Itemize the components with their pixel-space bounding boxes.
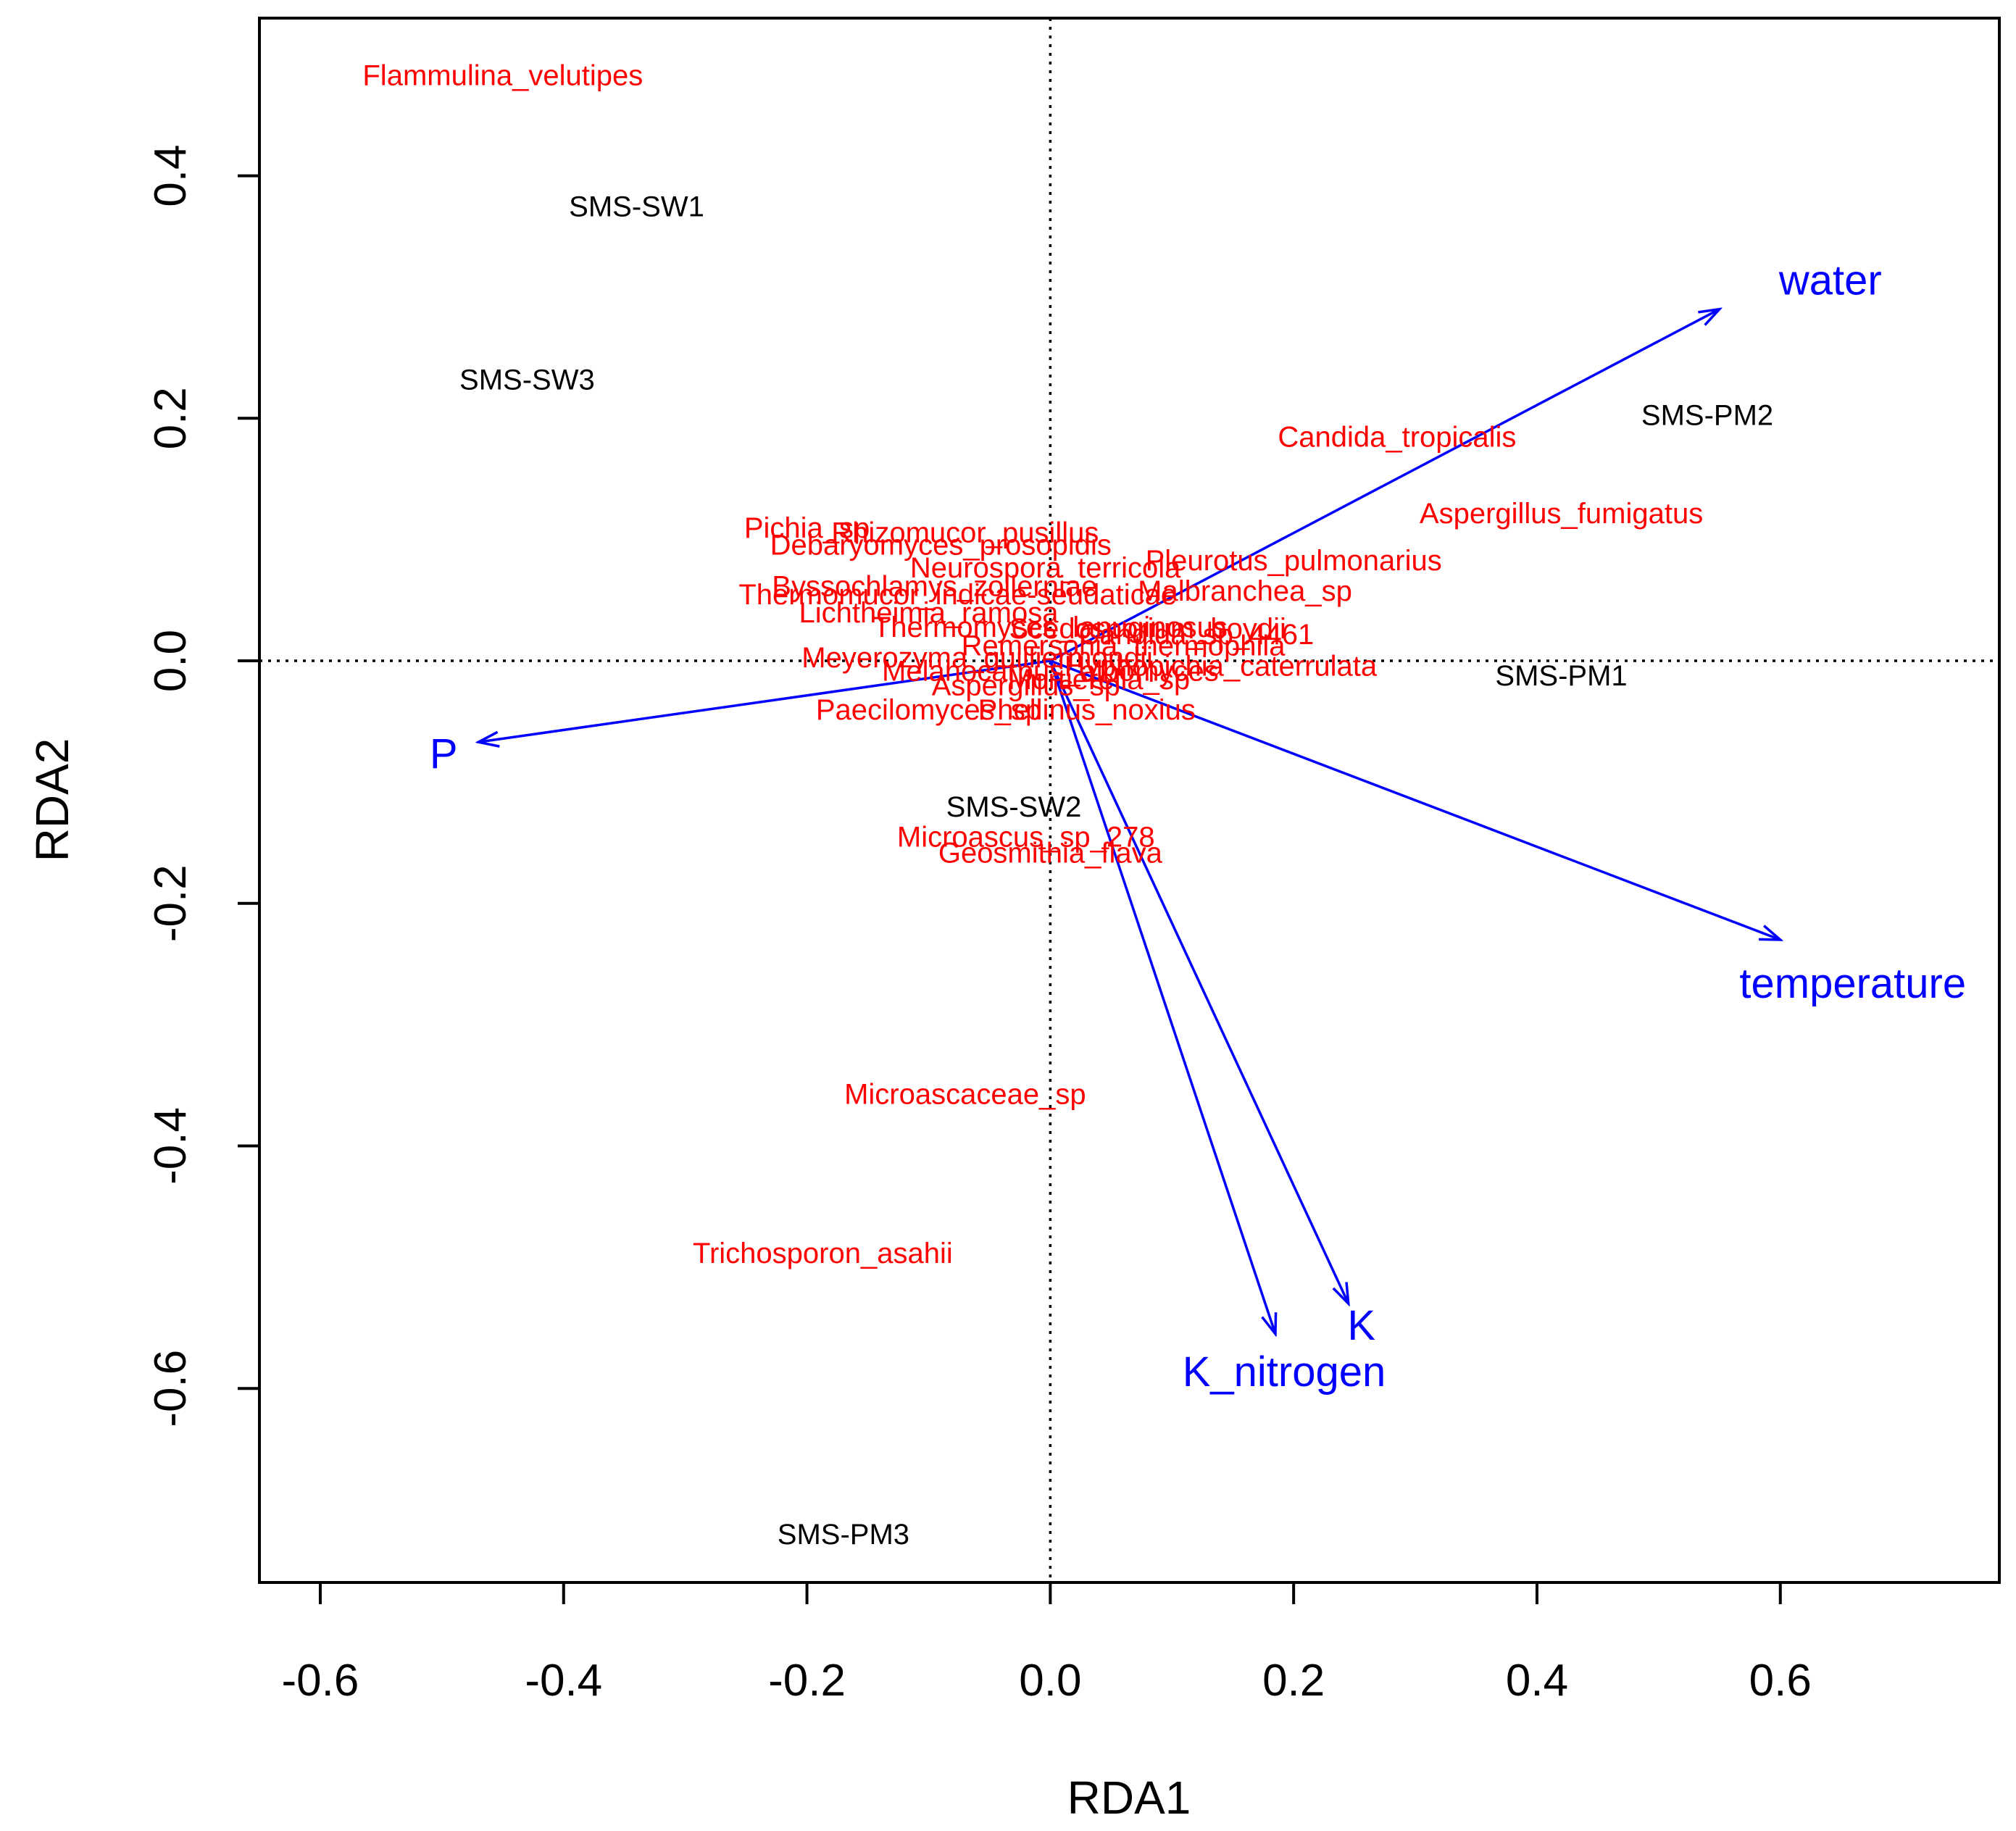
arrow-water bbox=[1049, 309, 1719, 662]
species-label: Phellinus_noxius bbox=[978, 694, 1196, 726]
x-axis-label: RDA1 bbox=[1067, 1772, 1191, 1824]
y-tick-label: -0.2 bbox=[146, 864, 196, 942]
species-label: Aspergillus_sp bbox=[932, 670, 1120, 702]
plot-frame bbox=[258, 17, 2001, 1584]
x-tick-label: 0.4 bbox=[1506, 1656, 1568, 1706]
species-label: Byssochlamys_zollerniae bbox=[772, 570, 1097, 602]
arrow-label-K: K bbox=[1347, 1302, 1375, 1349]
species-label: Pleurotus_pulmonarius bbox=[1146, 545, 1442, 577]
species-label: Mortierella_sp bbox=[1008, 664, 1190, 696]
site-label: SMS-PM1 bbox=[1495, 660, 1627, 692]
site-label: SMS-PM2 bbox=[1641, 399, 1773, 431]
species-label: Debaryomyces_prosopidis bbox=[770, 529, 1112, 561]
arrow-temperature bbox=[1049, 659, 1780, 940]
species-label: Trichosporon_asahii bbox=[693, 1238, 953, 1269]
x-tick-label: 0.6 bbox=[1749, 1656, 1812, 1706]
arrow-P bbox=[478, 659, 1051, 742]
species-label: Candida_sp_4461 bbox=[1078, 619, 1314, 651]
y-axis-label: RDA2 bbox=[26, 738, 78, 862]
species-label: Remersonia_thermophila bbox=[962, 630, 1286, 662]
species-label: Pichia_sp bbox=[744, 512, 870, 544]
species-label: Neurospora_terricola bbox=[910, 552, 1181, 584]
species-label: Thermomyces_lanuginosus bbox=[873, 612, 1228, 643]
arrow-label-water: water bbox=[1778, 257, 1882, 304]
species-label: Scedosporium_boydii bbox=[1009, 613, 1286, 645]
species-label: Paecilomyces_sp bbox=[816, 694, 1041, 726]
x-tick-label: 0.2 bbox=[1262, 1656, 1325, 1706]
x-tick-label: 0.0 bbox=[1019, 1656, 1081, 1706]
species-label: Microascaceae_sp bbox=[844, 1079, 1086, 1111]
y-tick-label: 0.2 bbox=[146, 387, 196, 449]
arrow-K bbox=[1049, 660, 1348, 1304]
species-label: Thermomucor_indicae-seudaticae bbox=[738, 579, 1177, 611]
species-label: Hyphopichia_caterrulata bbox=[1065, 651, 1378, 683]
y-axis: -0.6 -0.4 -0.2 0.0 0.2 0.4 bbox=[146, 144, 261, 1427]
site-label: SMS-SW1 bbox=[569, 191, 704, 222]
arrow-label-temperature: temperature bbox=[1739, 960, 1966, 1007]
y-tick-label: 0.0 bbox=[146, 630, 196, 692]
species-label: Malbranchea_sp bbox=[1138, 575, 1352, 607]
species-labels: Flammulina_velutipes Candida_tropicalis As… bbox=[362, 60, 1703, 1269]
site-label: SMS-SW3 bbox=[459, 364, 595, 396]
species-label: Rhizomucor_pusillus bbox=[831, 517, 1099, 549]
site-label: SMS-PM3 bbox=[778, 1519, 909, 1551]
x-axis: -0.6 -0.4 -0.2 0.0 0.2 0.4 0.6 bbox=[282, 1581, 1812, 1706]
species-label: Geosmithia_flava bbox=[938, 837, 1163, 869]
species-label: Melanocarpus_albomyces bbox=[882, 655, 1219, 687]
species-label: Flammulina_velutipes bbox=[362, 60, 643, 92]
species-label: Lichtheimia_ramosa bbox=[799, 597, 1059, 629]
y-tick-label: -0.4 bbox=[146, 1107, 196, 1185]
species-label: Microascus_sp_278 bbox=[897, 822, 1155, 854]
arrow-label-K_nitrogen: K_nitrogen bbox=[1183, 1348, 1386, 1396]
species-label: Meyerozyma_guilliermondii bbox=[801, 642, 1153, 674]
species-label: Candida_tropicalis bbox=[1278, 421, 1516, 453]
arrow-label-P: P bbox=[430, 730, 458, 777]
x-tick-label: -0.2 bbox=[768, 1656, 846, 1706]
x-tick-label: -0.4 bbox=[525, 1656, 602, 1706]
y-tick-label: 0.4 bbox=[146, 144, 196, 207]
arrow-K_nitrogen bbox=[1049, 660, 1275, 1334]
site-label: SMS-SW2 bbox=[946, 791, 1082, 823]
reference-lines bbox=[259, 18, 1999, 1582]
site-labels: SMS-SW1 SMS-SW3 SMS-PM2 SMS-PM1 SMS-SW2 SMS-P… bbox=[459, 191, 1773, 1551]
species-label: Aspergillus_fumigatus bbox=[1420, 498, 1703, 530]
x-tick-label: -0.6 bbox=[282, 1656, 359, 1706]
y-tick-label: -0.6 bbox=[146, 1350, 196, 1427]
